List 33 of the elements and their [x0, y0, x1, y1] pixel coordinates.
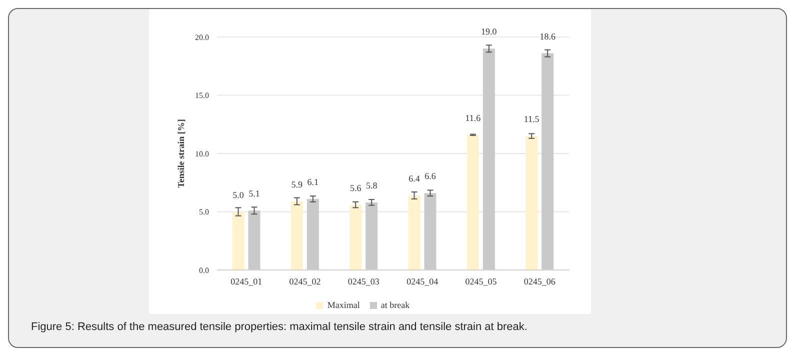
x-tick-label: 0245_03: [348, 276, 380, 286]
y-tick-label: 20.0: [195, 32, 209, 42]
data-label: 5.1: [248, 188, 260, 199]
y-axis-title: Tensile strain [%]: [176, 119, 186, 188]
data-label: 5.6: [350, 182, 362, 193]
bar: [466, 134, 479, 270]
bar: [232, 212, 244, 270]
x-tick-label: 0245_01: [230, 276, 262, 286]
y-tick-label: 10.0: [195, 149, 209, 158]
data-label: 11.6: [465, 112, 482, 123]
data-label: 6.4: [408, 173, 420, 184]
data-label: 5.8: [366, 180, 378, 190]
y-tick-label: 5.0: [199, 208, 209, 217]
caption: Figure 5: Results of the measured tensile properties: maximal tensile strain and tensile strain at break.: [31, 321, 528, 333]
data-label: 19.0: [481, 26, 498, 37]
x-tick-label: 0245_02: [289, 276, 321, 286]
bar: [526, 136, 538, 270]
data-label: 11.5: [524, 114, 540, 124]
x-tick-label: 0245_05: [465, 276, 498, 286]
bar: [350, 204, 362, 270]
data-label: 5.9: [291, 179, 304, 190]
x-tick-label: 0245_04: [406, 276, 439, 286]
x-tick-label: 0245_06: [524, 276, 556, 286]
legend-label: Maximal: [327, 300, 360, 310]
data-label: 18.6: [540, 31, 556, 42]
data-label: 6.1: [307, 176, 319, 187]
y-tick-label: 0.0: [199, 266, 209, 275]
bar: [408, 195, 420, 270]
bar: [290, 201, 303, 270]
legend-label: at break: [380, 300, 410, 310]
data-label: 6.6: [424, 171, 436, 182]
data-label: 5.0: [232, 190, 244, 200]
y-tick-label: 15.0: [195, 91, 209, 100]
